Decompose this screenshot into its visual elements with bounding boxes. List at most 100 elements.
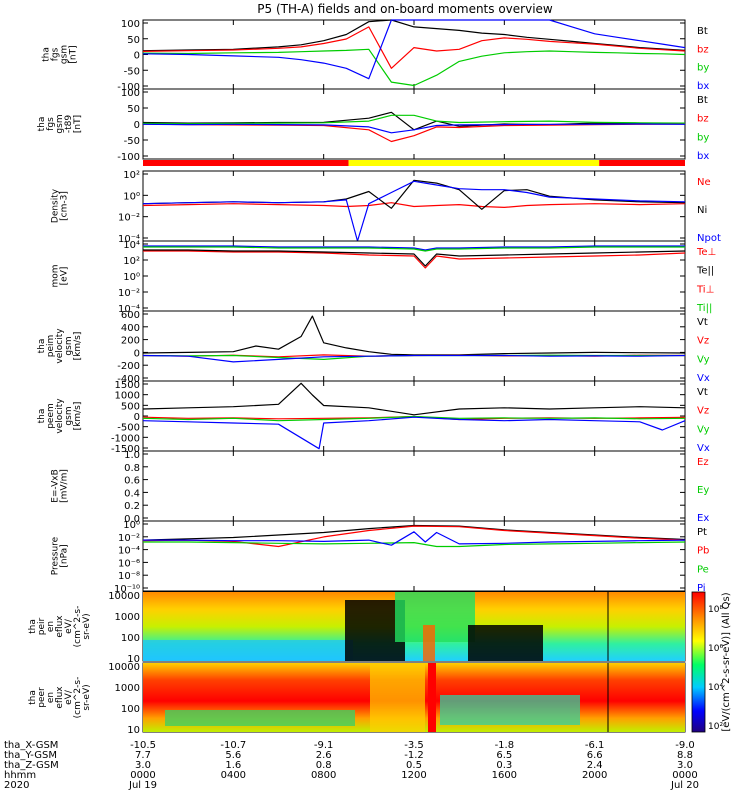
series-density-Npot (142, 180, 686, 242)
x-axis-row-label: hhmm (4, 770, 36, 781)
x-axis-value-hhmm: 2000 (582, 770, 607, 781)
legend-entry: Te|| (696, 266, 714, 277)
x-axis-value-x: -3.5 (404, 740, 424, 751)
y-tick-label: 50 (127, 35, 140, 46)
x-axis-value-hhmm: 1200 (401, 770, 426, 781)
series-pressure-Pi (143, 531, 686, 546)
legend-entry: Pt (697, 527, 707, 538)
y-axis-label-line: gsm (64, 406, 74, 425)
electron-spectrogram-yellow-band (370, 663, 425, 732)
electron-spectrogram-green-band-2 (440, 695, 580, 725)
y-axis-label-line: Density (51, 188, 61, 223)
legend-entry: by (697, 132, 709, 143)
electron-spectrogram-green-band-1 (165, 710, 355, 726)
colorbar-tick-label: 10⁶ (708, 644, 723, 654)
y-axis-label-line: mom (51, 264, 61, 287)
x-axis-value-hhmm: 0000 (672, 770, 697, 781)
y-tick-label: 10⁴ (123, 240, 140, 251)
legend-entry: Vy (697, 424, 710, 435)
x-axis-value-hhmm: 0400 (221, 770, 246, 781)
y-axis-label-line: [nT] (73, 115, 83, 133)
y-tick-label: 10⁻² (118, 213, 140, 224)
y-tick-label: 0.4 (124, 488, 140, 499)
y-tick-label: 100 (121, 88, 140, 99)
x-axis-row-label: tha_Z-GSM (4, 760, 59, 771)
legend-entry: Npot (697, 233, 721, 244)
legend-entry: Ez (697, 457, 709, 468)
series-fgs-gsm-dipole-by (142, 114, 686, 125)
ion-spectrogram-black-region-2 (468, 625, 543, 661)
y-tick-label: 10⁻⁴ (118, 234, 140, 245)
panel-background (143, 451, 685, 521)
y-tick-label: 10² (123, 256, 140, 267)
y-tick-label: 1.0 (124, 450, 140, 461)
y-tick-label: 1000 (115, 683, 140, 694)
x-axis-value-y: -1.2 (404, 750, 424, 761)
panel-efield: 1.0 0.8 0.60.4 0.2 0.0 E=-VxB [mV/m] Ez Ey Ex (51, 450, 710, 525)
y-tick-label: 500 (121, 401, 140, 412)
legend-entry: Ni (697, 205, 707, 216)
y-tick-label: 100 (121, 704, 140, 715)
y-tick-label: 0.2 (124, 501, 140, 512)
colorbar-tick-label: 10² (708, 722, 723, 732)
y-axis-label-line: [nT] (69, 45, 79, 63)
panel-background (143, 311, 685, 381)
y-tick-label: 10⁻¹⁰ (114, 584, 140, 595)
y-tick-label: -50 (124, 66, 140, 77)
y-axis-label-line: en (46, 692, 56, 703)
y-axis-label-line: Pressure (51, 536, 61, 575)
x-axis-value-z: 0.5 (406, 760, 422, 771)
panel-pressure: 10⁰ 10⁻² 10⁻⁴10⁻⁶ 10⁻⁸ 10⁻¹⁰ Pressure [nPa] Pt P… (51, 520, 710, 595)
y-axis-label-line: gsm (55, 114, 65, 133)
legend-entry: Pe (697, 564, 709, 575)
legend-entry: Ti⊥ (696, 284, 714, 295)
colorbar-tick-label: 10⁸ (708, 605, 723, 615)
x-axis-value-z: 0.3 (496, 760, 512, 771)
y-tick-label: 10⁻² (118, 288, 140, 299)
mode-bar-segment-1 (348, 160, 600, 166)
legend-entry: bz (697, 114, 709, 125)
y-axis-label-line: tha (37, 339, 47, 354)
y-tick-label: 10⁻⁴ (118, 546, 140, 557)
y-axis-label-line: gsm (60, 45, 70, 64)
y-tick-label: 1000 (115, 612, 140, 623)
x-axis-value-y: 2.6 (316, 750, 332, 761)
y-axis-label-line: -t89 (64, 115, 74, 134)
series-temperature-Ti⊥ (143, 245, 685, 251)
x-axis-value-hhmm: 0800 (311, 770, 336, 781)
y-axis-label-line: tha (37, 409, 47, 424)
x-axis-value-z: 0.8 (316, 760, 332, 771)
x-axis-value-y: 6.5 (496, 750, 512, 761)
ion-spectrogram (143, 592, 685, 661)
y-tick-label: 10000 (108, 591, 140, 602)
electron-spectrogram-red-stripe (428, 663, 436, 732)
x-axis-value-z: 3.0 (135, 760, 151, 771)
legend-entry: Pi (697, 583, 706, 594)
y-axis-label-line: tha (42, 47, 52, 62)
legend-entry: Vy (697, 354, 710, 365)
y-axis-label-line: sr-eV) (82, 613, 92, 639)
y-axis-label-line: tha (37, 117, 47, 132)
x-axis-value-z: 2.4 (587, 760, 603, 771)
y-axis-label-line: [nPa] (60, 544, 70, 567)
legend-entry: Vt (697, 387, 708, 398)
y-axis-label-line: [eV] (60, 267, 70, 286)
series-density-Ne (142, 202, 686, 208)
y-tick-label: 10⁻⁶ (118, 558, 140, 569)
legend-entry: Vx (697, 373, 710, 384)
series-fgs-gsm-bx (142, 19, 686, 80)
y-tick-label: -200 (117, 361, 140, 372)
series-fgs-gsm-by (142, 48, 686, 87)
series-temperature-Te⊥ (143, 250, 686, 269)
mode-bar (143, 160, 685, 166)
legend-entry: bx (697, 81, 709, 92)
mode-bar-segment-2 (599, 160, 685, 166)
series-peem-velocity-Vx (142, 416, 686, 450)
legend-entry: Ey (697, 485, 709, 496)
series-peem-velocity-Vt (142, 382, 686, 416)
y-axis-label-line: eflux (55, 615, 65, 638)
y-tick-label: 600 (121, 310, 140, 321)
x-axis-value-x: -10.5 (130, 740, 156, 751)
